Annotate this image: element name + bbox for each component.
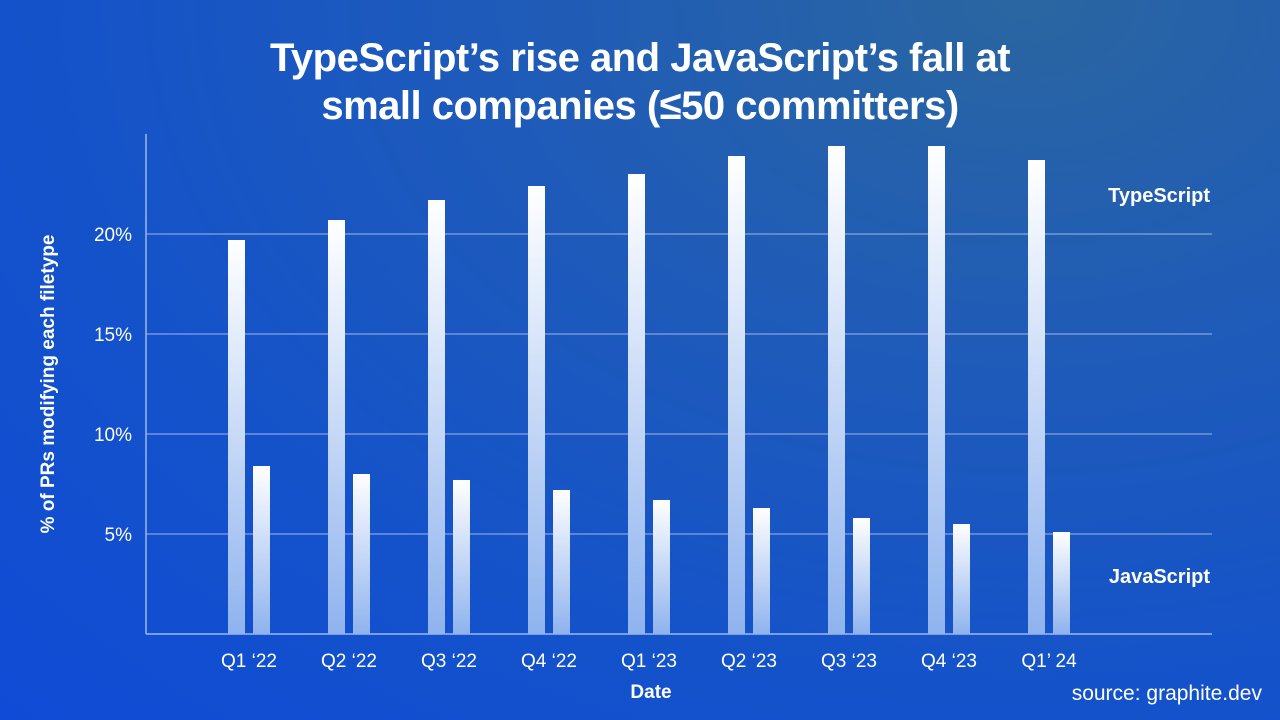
typescript-bar bbox=[928, 146, 945, 634]
javascript-bar bbox=[453, 480, 470, 634]
source-credit: source: graphite.dev bbox=[1071, 682, 1262, 705]
typescript-bar bbox=[428, 200, 445, 634]
series-label-javascript: JavaScript bbox=[1109, 566, 1211, 588]
x-tick-label: Q4 ‘22 bbox=[521, 651, 577, 672]
typescript-bar bbox=[228, 240, 245, 634]
x-tick-label: Q2 ‘23 bbox=[721, 651, 777, 672]
x-tick-label: Q3 ‘23 bbox=[821, 651, 877, 672]
x-tick-label: Q2 ‘22 bbox=[321, 651, 377, 672]
y-tick-label: 15% bbox=[94, 325, 132, 346]
javascript-bar bbox=[653, 500, 670, 634]
typescript-bar bbox=[728, 156, 745, 634]
typescript-bar bbox=[828, 146, 845, 634]
x-tick-label: Q1’ 24 bbox=[1021, 651, 1077, 672]
chart-title: TypeScript’s rise and JavaScript’s fall … bbox=[0, 34, 1280, 130]
chart-title-line-2: small companies (≤50 committers) bbox=[321, 84, 959, 128]
typescript-bar bbox=[528, 186, 545, 634]
javascript-bar bbox=[753, 508, 770, 634]
series-label-typescript: TypeScript bbox=[1108, 185, 1210, 207]
typescript-bar bbox=[628, 174, 645, 634]
x-tick-label: Q1 ‘23 bbox=[621, 651, 677, 672]
x-tick-label: Q1 ‘22 bbox=[221, 651, 277, 672]
javascript-bar bbox=[953, 524, 970, 634]
javascript-bar bbox=[553, 490, 570, 634]
y-tick-label: 20% bbox=[94, 225, 132, 246]
typescript-bar bbox=[328, 220, 345, 634]
x-axis-label: Date bbox=[630, 682, 671, 703]
x-tick-label: Q3 ‘22 bbox=[421, 651, 477, 672]
y-axis-label: % of PRs modifying each filetype bbox=[38, 235, 59, 534]
chart-title-line-1: TypeScript’s rise and JavaScript’s fall … bbox=[269, 36, 1011, 80]
y-tick-label: 10% bbox=[94, 425, 132, 446]
y-tick-label: 5% bbox=[105, 525, 133, 546]
javascript-bar bbox=[253, 466, 270, 634]
javascript-bar bbox=[1053, 532, 1070, 634]
javascript-bar bbox=[353, 474, 370, 634]
typescript-bar bbox=[1028, 160, 1045, 634]
javascript-bar bbox=[853, 518, 870, 634]
x-tick-label: Q4 ‘23 bbox=[921, 651, 977, 672]
